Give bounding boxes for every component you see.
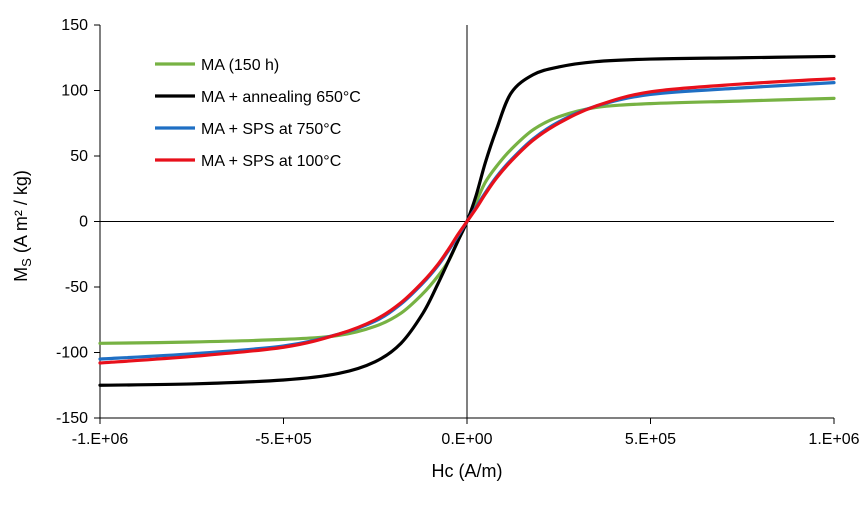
axes-layer: -150 -100 -50 0 50 100 150 -1.E+06 -5.E+05 0.E+00… bbox=[56, 17, 860, 448]
legend-label: MA + SPS at 750°C bbox=[201, 121, 341, 138]
legend: MA (150 h) MA + annealing 650°C MA + SPS a… bbox=[155, 57, 361, 170]
series-layer bbox=[98, 54, 836, 387]
x-tick-label: 0.E+00 bbox=[441, 431, 492, 448]
x-tick-label: -5.E+05 bbox=[255, 431, 312, 448]
x-tick-label: 1.E+06 bbox=[808, 431, 859, 448]
y-axis-title-subscript: S bbox=[19, 258, 34, 267]
y-tick-label: 150 bbox=[61, 17, 88, 34]
y-axis-title-units: (A m² / kg) bbox=[11, 170, 31, 258]
y-tick-label: 0 bbox=[79, 214, 88, 231]
x-tick-label: -1.E+06 bbox=[72, 431, 129, 448]
y-axis-title: MS (A m² / kg) bbox=[11, 170, 34, 282]
x-axis-title: Hc (A/m) bbox=[432, 461, 503, 481]
y-tick-label: -100 bbox=[56, 345, 88, 362]
series-line-4 bbox=[98, 77, 836, 365]
y-tick-label: 100 bbox=[61, 83, 88, 100]
legend-label: MA + SPS at 100°C bbox=[201, 153, 341, 170]
y-tick-label: -150 bbox=[56, 410, 88, 427]
legend-label: MA + annealing 650°C bbox=[201, 89, 361, 106]
legend-label: MA (150 h) bbox=[201, 57, 279, 74]
x-tick-label: 5.E+05 bbox=[625, 431, 676, 448]
y-tick-label: -50 bbox=[65, 279, 88, 296]
y-axis-title-main: M bbox=[11, 267, 31, 282]
y-tick-label: 50 bbox=[70, 148, 88, 165]
